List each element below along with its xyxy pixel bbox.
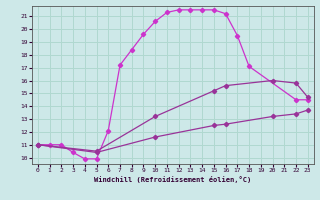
X-axis label: Windchill (Refroidissement éolien,°C): Windchill (Refroidissement éolien,°C)	[94, 176, 252, 183]
